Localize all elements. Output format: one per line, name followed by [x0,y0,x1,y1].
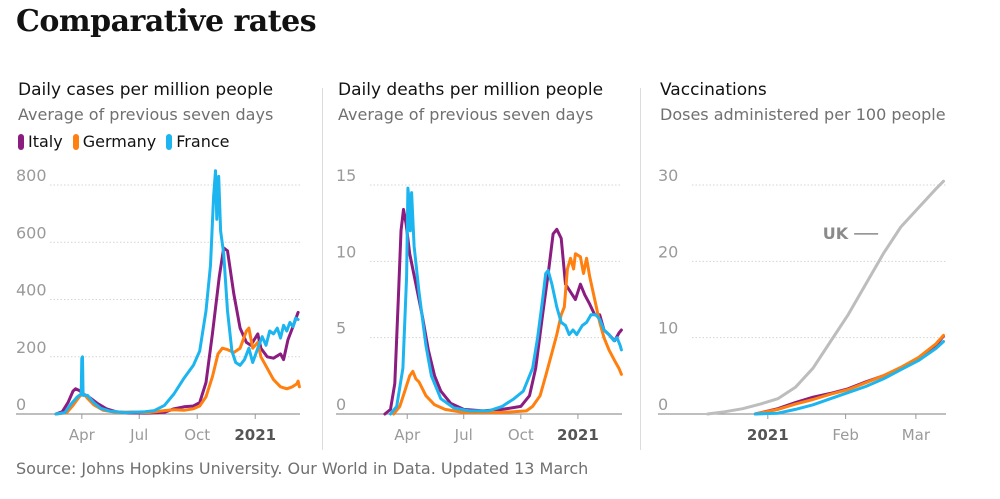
series-line-uk [706,179,945,416]
series-line-germany [392,252,623,416]
panel-deaths: Daily deaths per million people Average … [338,80,603,124]
series-line-france [54,169,300,416]
x-tick-label: Feb [832,426,859,444]
legend-label-italy: Italy [28,132,63,151]
legend-item-france: France [166,132,229,151]
page-title: Comparative rates [16,4,317,39]
series-line-france [753,340,945,416]
y-tick-label: 30 [658,166,678,185]
legend-swatch-france [166,133,173,150]
legend-label-france: France [176,132,230,151]
y-tick-label: 0 [336,395,346,414]
x-tick-label: 2021 [747,426,789,444]
y-tick-label: 10 [658,319,678,338]
x-tick-label: 2021 [557,426,599,444]
series-line-germany [54,326,301,416]
legend-item-italy: Italy [18,132,63,151]
y-tick-label: 0 [16,395,26,414]
series-line-italy [753,334,945,416]
y-tick-label: 15 [336,166,356,185]
panel-divider [322,88,323,450]
x-tick-label: Mar [902,426,931,444]
x-tick-label: 2021 [234,426,276,444]
x-tick-label: Jul [129,426,148,444]
legend-swatch-germany [72,133,79,150]
panel-cases: Daily cases per million people Average o… [18,80,273,151]
y-tick-label: 5 [336,319,346,338]
annotation-label-uk: UK [823,224,849,243]
y-tick-label: 800 [16,166,47,185]
legend-label-germany: Germany [82,132,157,151]
y-tick-label: 20 [658,242,678,261]
y-tick-label: 600 [16,223,47,242]
chart-title-deaths: Daily deaths per million people [338,80,604,100]
x-tick-label: Oct [508,426,534,444]
legend-swatch-italy [18,133,24,150]
chart-title-cases: Daily cases per million people [18,80,274,100]
legend-item-germany: Germany [72,132,157,151]
chart-title-vaccinations: Vaccinations [660,80,767,100]
legend: Italy Germany France [18,132,273,151]
y-tick-label: 400 [16,281,47,300]
x-tick-label: Oct [184,426,210,444]
chart-subtitle-deaths: Average of previous seven days [338,105,594,124]
y-tick-label: 200 [16,338,47,357]
x-tick-label: Jul [454,426,473,444]
y-tick-label: 0 [658,395,668,414]
series-line-germany [753,333,945,416]
x-tick-label: Apr [69,426,96,444]
x-tick-label: Apr [394,426,421,444]
chart-subtitle-cases: Average of previous seven days [18,105,274,124]
y-tick-label: 10 [336,242,356,261]
source-note: Source: Johns Hopkins University. Our Wo… [16,459,589,478]
series-line-france [389,186,623,416]
panel-divider [640,88,641,450]
panel-vaccinations: Vaccinations Doses administered per 100 … [660,80,946,124]
chart-subtitle-vaccinations: Doses administered per 100 people [660,105,946,124]
